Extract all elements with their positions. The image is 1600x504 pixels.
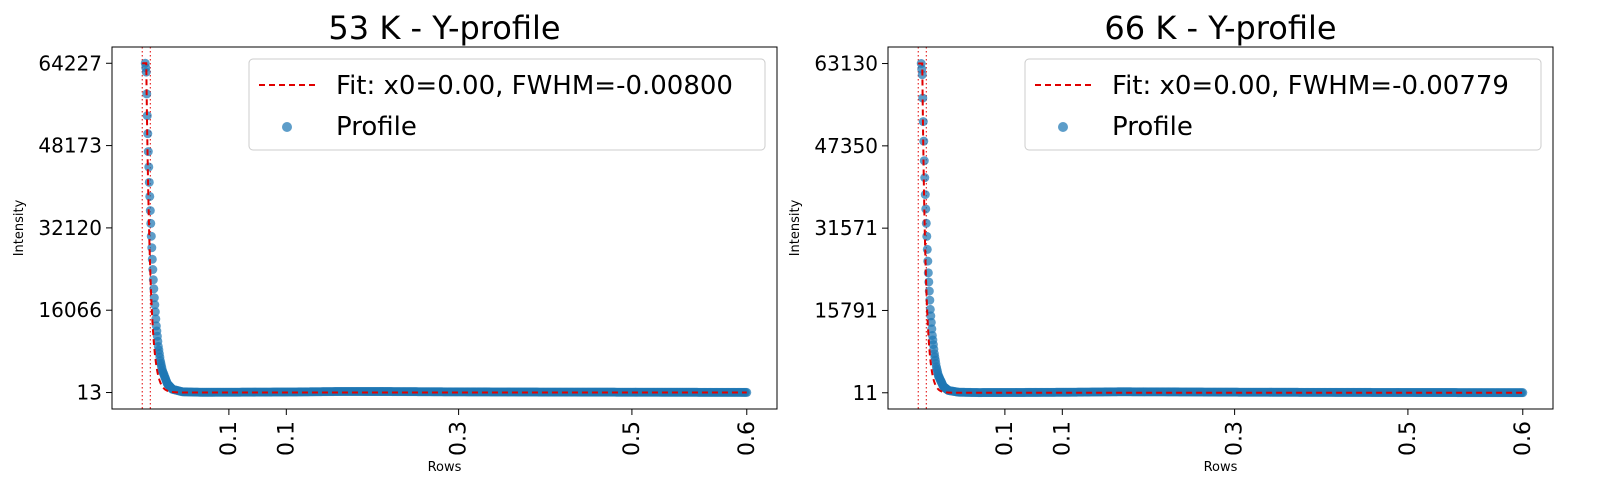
- fit-line: [918, 62, 1523, 394]
- legend-profile-swatch: [1058, 122, 1068, 132]
- x-tick-label: 0.1: [993, 421, 1018, 456]
- y-axis-label: Intensity: [12, 199, 27, 256]
- chart-panel-1: 66 K - Y-profile 11 15791 31571 47350 63130 0.…: [788, 9, 1554, 475]
- y-tick-label: 31571: [814, 216, 878, 240]
- profile-point: [921, 218, 931, 228]
- profile-point: [1518, 388, 1528, 398]
- x-tick-label: 0.3: [447, 421, 472, 456]
- x-tick-label: 0.3: [1223, 421, 1248, 456]
- y-tick-label: 11: [853, 381, 878, 405]
- y-tick-label: 47350: [814, 134, 878, 158]
- x-tick-label: 0.6: [1511, 421, 1536, 456]
- legend-profile-label: Profile: [336, 112, 417, 142]
- profile-point: [146, 231, 156, 241]
- plot-area: [140, 47, 752, 409]
- profile-point: [150, 300, 160, 310]
- legend: Fit: x0=0.00, FWHM=-0.00800 Profile: [248, 58, 766, 151]
- y-tick-label: 32120: [38, 216, 102, 240]
- chart-title: 53 K - Y-profile: [328, 9, 560, 47]
- y-tick-label: 64227: [38, 51, 102, 75]
- y-axis-label: Intensity: [788, 199, 803, 256]
- profile-point: [144, 177, 154, 187]
- x-axis-label: Rows: [1204, 460, 1238, 475]
- plot-area: [916, 47, 1528, 409]
- y-tick-label: 16066: [38, 298, 102, 322]
- profile-point: [926, 311, 936, 321]
- legend-profile-swatch: [282, 122, 292, 132]
- x-tick-label: 0.6: [735, 421, 760, 456]
- legend-fit-label: Fit: x0=0.00, FWHM=-0.00779: [1112, 71, 1509, 101]
- profile-point: [918, 93, 928, 103]
- x-tick-label: 0.1: [217, 421, 242, 456]
- legend-box: [248, 58, 766, 151]
- profile-point: [927, 324, 937, 334]
- profile-point: [920, 173, 930, 183]
- legend-profile-label: Profile: [1112, 112, 1193, 142]
- profile-point: [146, 218, 156, 228]
- y-tick-label: 48173: [38, 134, 102, 158]
- legend-box: [1024, 58, 1542, 151]
- profile-point: [742, 387, 752, 397]
- profile-point: [145, 191, 155, 201]
- x-tick-label: 0.5: [1396, 421, 1421, 456]
- x-axis-label: Rows: [428, 460, 462, 475]
- profile-point: [920, 190, 930, 200]
- profile-point: [142, 111, 152, 121]
- chart-panel-0: 53 K - Y-profile 13 16066 32120 48173 64227 0.…: [12, 9, 778, 475]
- profile-point: [922, 231, 932, 241]
- profile-point: [922, 244, 932, 254]
- x-tick-label: 0.1: [1050, 421, 1075, 456]
- chart-title: 66 K - Y-profile: [1104, 9, 1336, 47]
- y-tick-label: 15791: [814, 298, 878, 322]
- axes-frame: [887, 46, 1554, 410]
- x-tick-label: 0.1: [274, 421, 299, 456]
- profile-point: [144, 162, 154, 172]
- profile-point: [921, 204, 931, 214]
- legend-fit-label: Fit: x0=0.00, FWHM=-0.00800: [336, 71, 733, 101]
- axes-frame: [111, 46, 778, 410]
- x-tick-label: 0.5: [620, 421, 645, 456]
- fit-line: [142, 62, 747, 394]
- profile-point: [926, 317, 936, 327]
- profile-point: [151, 314, 161, 324]
- legend: Fit: x0=0.00, FWHM=-0.00779 Profile: [1024, 58, 1542, 151]
- y-tick-label: 63130: [814, 52, 878, 76]
- profile-point: [150, 307, 160, 317]
- y-tick-label: 13: [77, 381, 102, 405]
- profile-point: [145, 206, 155, 216]
